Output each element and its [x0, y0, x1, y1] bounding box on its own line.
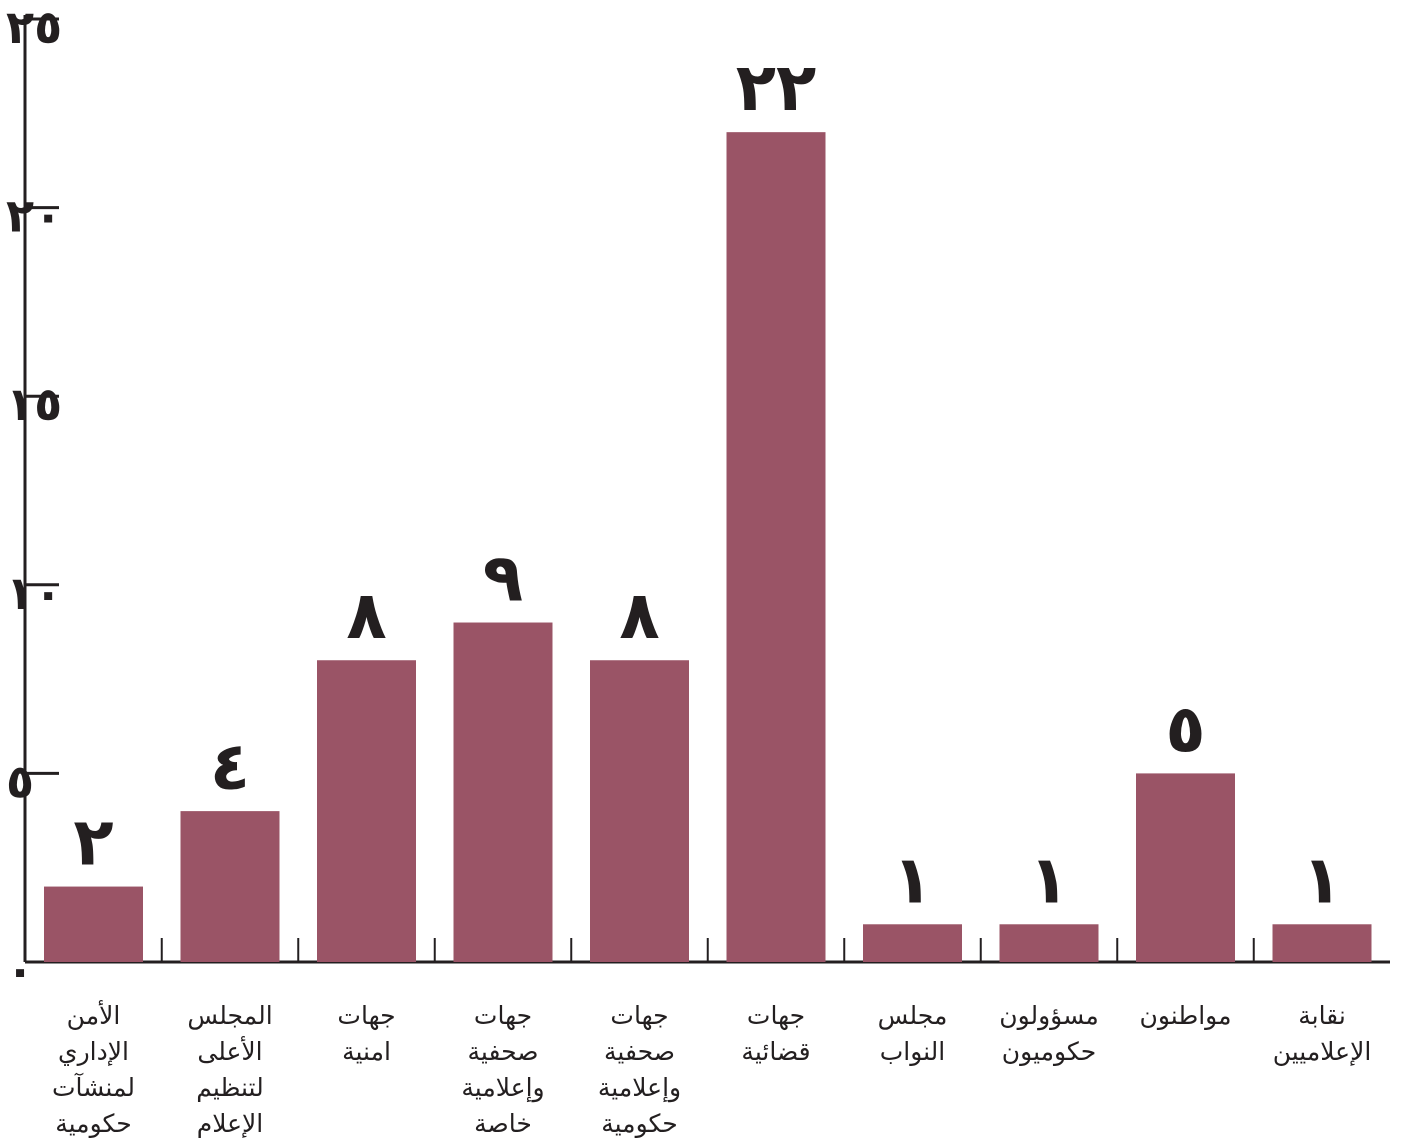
- x-tick-label-line: لتنظيم: [196, 1073, 263, 1103]
- x-tick-label: جهات صحفية وإعلامية خاصة: [461, 1001, 544, 1138]
- data-label: ٩: [483, 540, 523, 617]
- y-tick-label: ٢٠: [6, 189, 62, 243]
- x-tick-label-line: النواب: [880, 1037, 946, 1066]
- x-tick-label-line: الإداري: [58, 1037, 129, 1066]
- x-tick-label: مجلس النواب: [878, 1001, 948, 1066]
- x-tick-label-line: المجلس: [187, 1001, 272, 1030]
- x-tick-label-line: صحفية: [468, 1037, 539, 1066]
- y-tick-label: ٠: [6, 943, 34, 997]
- x-tick-label: جهات امنية: [337, 1001, 395, 1066]
- bar: [863, 924, 962, 962]
- x-tick-label-line: صحفية: [604, 1037, 675, 1066]
- x-tick-label-line: جهات: [337, 1001, 395, 1031]
- x-tick-label: مواطنون: [1140, 1001, 1232, 1030]
- x-tick-label-line: حكومية: [55, 1109, 132, 1138]
- y-tick-label: ١٠: [6, 566, 62, 620]
- data-label: ١: [1302, 841, 1342, 918]
- data-label: ٨: [619, 577, 659, 654]
- x-tick-label: مسؤولون حكوميون: [999, 1001, 1099, 1066]
- y-tick-label: ٢٥: [6, 0, 62, 54]
- x-tick-label-line: الإعلاميين: [1273, 1037, 1372, 1066]
- x-tick-label-line: وإعلامية: [461, 1073, 544, 1103]
- bar: [44, 886, 143, 962]
- data-label: ٤: [210, 728, 250, 805]
- x-tick-label-line: مجلس: [878, 1001, 948, 1030]
- x-tick-label: المجلس الأعلى لتنظيم الإعلام: [187, 1001, 272, 1138]
- x-tick-label-line: خاصة: [474, 1109, 532, 1138]
- x-tick-label-line: الأعلى: [197, 1035, 262, 1066]
- x-tick-label-line: جهات: [747, 1001, 805, 1031]
- data-label: ١: [892, 841, 932, 918]
- bar: [317, 660, 416, 962]
- x-tick-label-line: مسؤولون: [999, 1001, 1099, 1031]
- bar: [590, 660, 689, 962]
- data-label: ٥: [1165, 690, 1205, 767]
- x-tick-label-line: جهات: [610, 1001, 668, 1031]
- y-tick-label: ١٥: [6, 377, 62, 431]
- x-tick-label-line: جهات: [474, 1001, 532, 1031]
- bar: [726, 132, 826, 962]
- x-tick-label: جهات قضائية: [741, 1001, 810, 1066]
- y-tick-label: ٥: [6, 754, 34, 808]
- bar: [1136, 773, 1235, 962]
- x-tick-label-line: وإعلامية: [598, 1073, 681, 1103]
- x-tick-label-line: حكوميون: [1002, 1037, 1096, 1066]
- x-tick-label-line: مواطنون: [1140, 1001, 1232, 1030]
- x-tick-label-line: نقابة: [1298, 1001, 1346, 1030]
- x-tick-label: جهات صحفية وإعلامية حكومية: [598, 1001, 681, 1138]
- bar: [453, 622, 553, 962]
- x-tick-label: الأمن الإداري لمنشآت حكومية: [52, 999, 135, 1138]
- x-tick-label-line: حكومية: [601, 1109, 678, 1138]
- bar: [999, 924, 1099, 962]
- bar: [180, 811, 280, 962]
- x-tick-label-line: لمنشآت: [52, 1072, 135, 1102]
- x-tick-label-line: امنية: [342, 1037, 391, 1066]
- x-tick-label-line: قضائية: [741, 1037, 810, 1066]
- x-tick-label: نقابة الإعلاميين: [1273, 1001, 1372, 1066]
- data-label: ١: [1029, 841, 1069, 918]
- x-tick-label-line: الأمن: [67, 999, 121, 1030]
- data-label: ٢٢: [736, 49, 817, 126]
- bar: [1272, 924, 1372, 962]
- x-tick-label-line: الإعلام: [197, 1109, 264, 1138]
- data-label: ٨: [346, 577, 386, 654]
- data-label: ٢: [73, 804, 113, 881]
